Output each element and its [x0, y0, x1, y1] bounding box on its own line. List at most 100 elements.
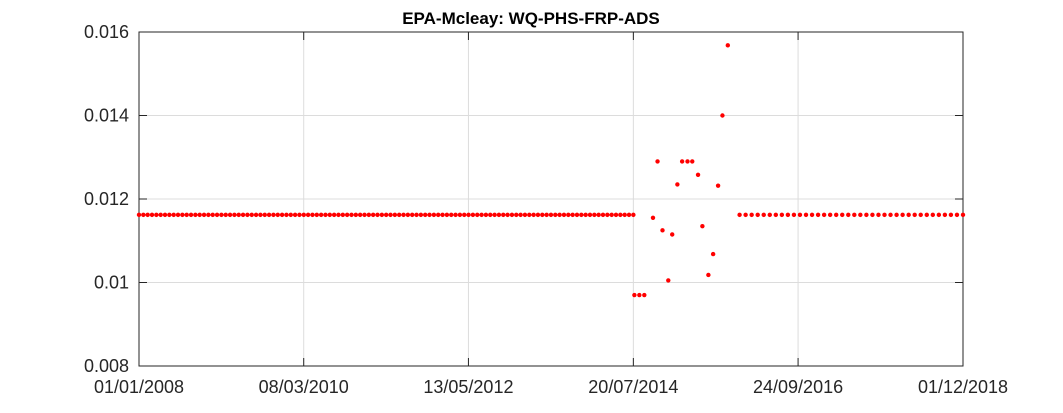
data-point [930, 212, 936, 218]
data-point [167, 212, 172, 218]
data-point [960, 212, 966, 218]
y-tick-label: 0.014 [84, 106, 129, 126]
data-point [284, 212, 289, 218]
data-point [553, 212, 558, 218]
data-point [670, 232, 675, 237]
data-point [561, 212, 567, 218]
y-gridlines [139, 31, 963, 367]
data-point [383, 212, 389, 218]
data-point [232, 212, 237, 218]
data-point [279, 212, 285, 218]
data-point [405, 212, 411, 218]
data-point [331, 212, 337, 218]
data-point [592, 212, 597, 218]
data-point [219, 212, 224, 218]
data-point [314, 212, 319, 218]
data-point [266, 212, 272, 218]
data-point [440, 212, 445, 218]
data-point [715, 183, 721, 188]
data-point [327, 212, 333, 218]
data-point [773, 212, 779, 218]
data-point [318, 212, 324, 218]
data-point [622, 212, 627, 218]
data-point [864, 212, 869, 218]
data-point [942, 212, 948, 218]
data-point [158, 212, 163, 218]
data-point [275, 212, 280, 218]
data-point [566, 212, 571, 218]
data-point [475, 212, 480, 218]
data-point [906, 212, 911, 218]
data-point [600, 212, 606, 218]
data-point [650, 215, 656, 220]
data-point [675, 182, 680, 187]
data-point [175, 212, 181, 218]
data-point [544, 212, 549, 218]
data-point [462, 212, 467, 218]
data-point [626, 212, 632, 218]
data-point [409, 212, 415, 218]
data-point [509, 212, 515, 218]
data-point [570, 212, 575, 218]
data-point [870, 212, 875, 218]
data-point [379, 212, 385, 218]
data-point [483, 212, 489, 218]
data-point [501, 212, 506, 218]
data-point [236, 212, 241, 218]
data-point [180, 212, 185, 218]
data-point [840, 212, 845, 218]
data-point [240, 212, 246, 218]
data-point [301, 212, 306, 218]
data-point [136, 212, 142, 218]
data-point [496, 212, 502, 218]
data-point [609, 212, 614, 218]
data-point [912, 212, 917, 218]
data-point [288, 212, 293, 218]
data-point [527, 212, 532, 218]
data-point [852, 212, 857, 218]
data-point [149, 212, 155, 218]
data-point [690, 159, 695, 164]
data-point [535, 212, 541, 218]
data-point [431, 212, 437, 218]
data-point [809, 212, 815, 218]
data-point [755, 212, 760, 218]
data-point [725, 43, 731, 48]
data-point [948, 212, 954, 218]
data-point [249, 212, 254, 218]
data-point [353, 212, 359, 218]
data-point [679, 159, 685, 164]
data-point [145, 212, 150, 218]
data-point [666, 278, 671, 283]
data-point [833, 212, 839, 218]
x-tick-label: 20/07/2014 [588, 377, 678, 397]
data-point [505, 212, 510, 218]
axis-ticks [138, 31, 964, 367]
x-tick-label: 01/01/2008 [94, 377, 184, 397]
data-point [918, 212, 923, 218]
data-point [596, 212, 601, 218]
data-point [888, 212, 893, 218]
data-point [210, 212, 215, 218]
data-point [632, 292, 637, 298]
data-point [605, 212, 610, 218]
data-point [344, 212, 350, 218]
data-point [457, 212, 463, 218]
data-point [846, 212, 851, 218]
data-point [184, 212, 189, 218]
data-point [924, 212, 929, 218]
data-point [392, 212, 398, 218]
data-point [660, 228, 665, 233]
data-point [522, 212, 528, 218]
y-tick-label: 0.012 [84, 189, 129, 209]
data-point [514, 212, 519, 218]
data-point [340, 212, 346, 218]
data-point [685, 159, 690, 164]
data-point [894, 212, 899, 218]
data-point [637, 292, 642, 298]
data-point [613, 212, 619, 218]
data-point [414, 212, 419, 218]
y-tick-label: 0.01 [94, 273, 129, 293]
data-point [453, 212, 458, 218]
